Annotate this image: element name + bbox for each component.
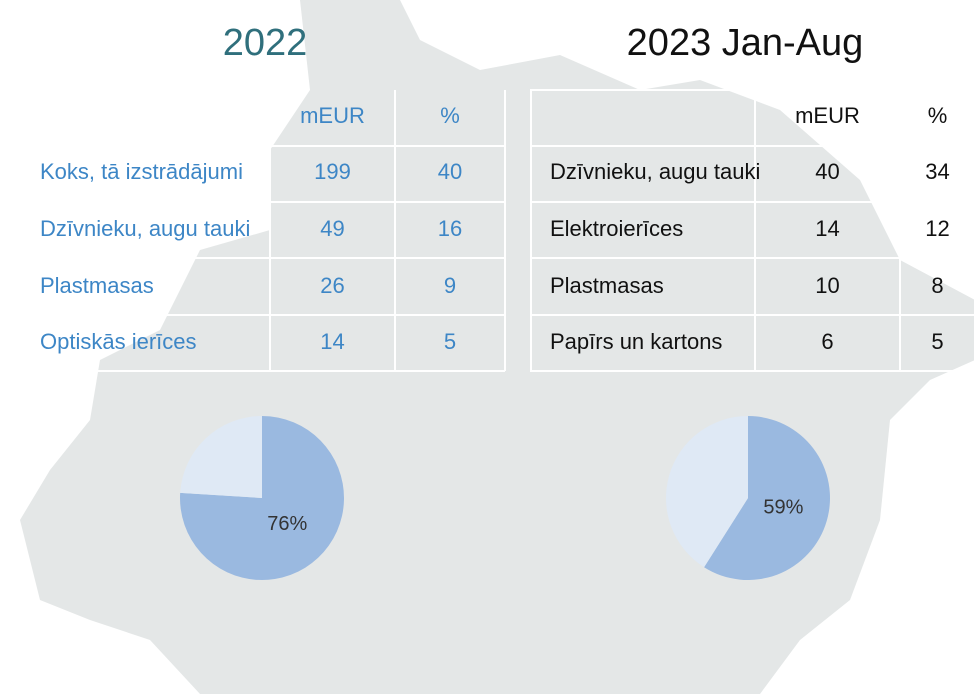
cell-value: 12 [925, 216, 949, 241]
pie-slice [180, 416, 262, 498]
cell-value: 14 [815, 216, 839, 241]
cell-value: 49 [320, 216, 344, 241]
row-label: Plastmasas [550, 273, 664, 298]
slice-label: 59% [763, 497, 803, 519]
column-header: % [440, 103, 460, 128]
table-title: 2022 [223, 22, 308, 64]
row-label: Dzīvnieku, augu tauki [550, 159, 760, 184]
row-label: Optiskās ierīces [40, 329, 197, 354]
row-label: Papīrs un kartons [550, 329, 722, 354]
column-header: mEUR [795, 103, 860, 128]
row-label: Dzīvnieku, augu tauki [40, 216, 250, 241]
table-title: 2023 Jan-Aug [627, 22, 864, 64]
cell-value: 40 [438, 159, 462, 184]
cell-value: 34 [925, 159, 949, 184]
pie-slice [704, 416, 831, 580]
cell-value: 10 [815, 273, 839, 298]
cell-value: 26 [320, 273, 344, 298]
column-header: % [928, 103, 948, 128]
cell-value: 8 [931, 273, 943, 298]
row-label: Plastmasas [40, 273, 154, 298]
cell-value: 40 [815, 159, 839, 184]
pie-slice [666, 416, 748, 568]
cell-value: 9 [444, 273, 456, 298]
cell-value: 16 [438, 216, 462, 241]
cell-value: 5 [444, 329, 456, 354]
row-label: Koks, tā izstrādājumi [40, 159, 243, 184]
cell-value: 14 [320, 329, 344, 354]
cell-value: 199 [314, 159, 351, 184]
cell-value: 6 [821, 329, 833, 354]
row-label: Elektroierīces [550, 216, 683, 241]
column-header: mEUR [300, 103, 365, 128]
cell-value: 5 [931, 329, 943, 354]
slice-label: 76% [267, 513, 307, 535]
